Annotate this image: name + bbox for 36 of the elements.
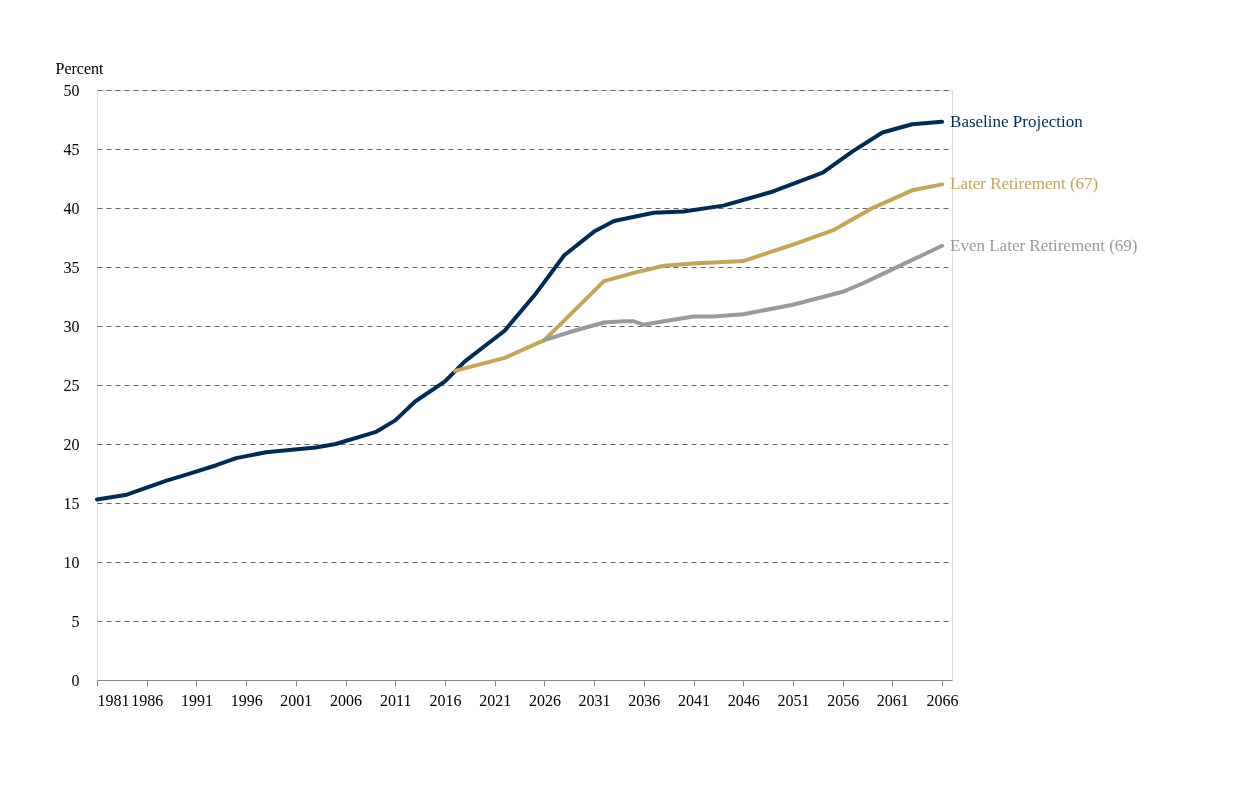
series-label: Later Retirement (67) xyxy=(950,174,1099,194)
y-tick-label: 10 xyxy=(63,553,80,571)
x-tick-label: 2031 xyxy=(578,691,611,709)
y-tick-label: 40 xyxy=(63,199,80,217)
y-tick-label: 45 xyxy=(63,140,80,158)
series-label: Baseline Projection xyxy=(950,111,1084,131)
series-label: Even Later Retirement (69) xyxy=(950,235,1138,255)
x-tick-label: 2056 xyxy=(827,691,860,709)
x-tick-label: 1981 xyxy=(97,691,130,709)
x-tick-label: 1991 xyxy=(180,691,213,709)
line-series xyxy=(452,182,945,373)
x-tick-label: 2046 xyxy=(727,691,760,709)
x-tick-label: 2011 xyxy=(380,691,412,709)
y-tick-label: 25 xyxy=(63,376,80,394)
x-tick-label: 2006 xyxy=(330,691,363,709)
y-tick-label: 35 xyxy=(63,258,80,276)
y-tick-label: 30 xyxy=(63,317,80,335)
y-tick-label: 15 xyxy=(63,494,80,512)
x-tick-label: 2016 xyxy=(429,691,462,709)
x-tick-label: 1986 xyxy=(131,691,164,709)
y-tick-label: 20 xyxy=(63,435,80,453)
x-tick-label: 2021 xyxy=(479,691,512,709)
line-series xyxy=(542,243,945,343)
y-axis-title: Percent xyxy=(55,59,105,77)
line-series xyxy=(95,119,945,502)
x-tick-label: 2051 xyxy=(777,691,810,709)
x-tick-label: 2001 xyxy=(280,691,313,709)
x-tick-label: 2041 xyxy=(678,691,711,709)
y-tick-label: 50 xyxy=(63,81,80,99)
x-tick-label: 1996 xyxy=(230,691,263,709)
x-tick-label: 2036 xyxy=(628,691,661,709)
x-tick-label: 2061 xyxy=(876,691,909,709)
x-tick-label: 2026 xyxy=(528,691,561,709)
y-tick-label: 0 xyxy=(71,671,80,689)
y-tick-label: 5 xyxy=(71,612,80,630)
x-tick-label: 2066 xyxy=(926,691,959,709)
